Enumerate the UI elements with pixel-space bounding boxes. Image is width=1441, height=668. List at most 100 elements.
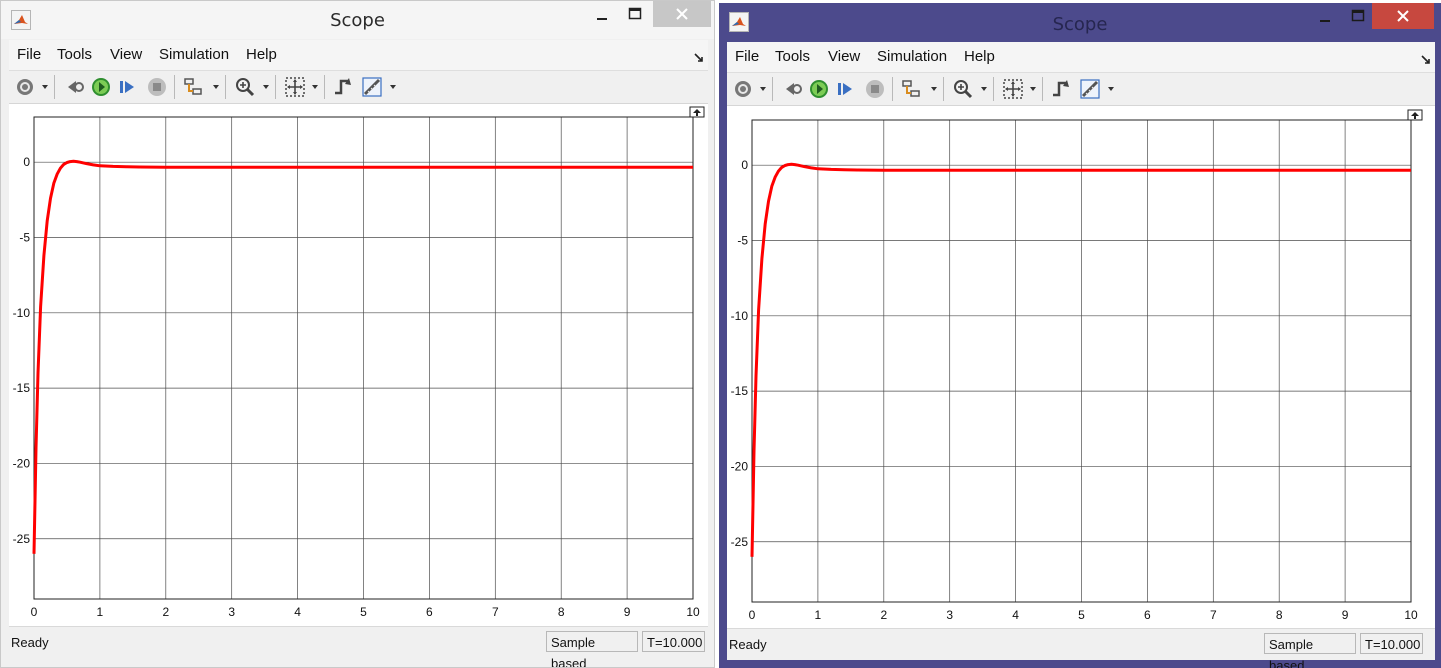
window-title: Scope (330, 10, 385, 31)
minimize-button[interactable] (580, 1, 624, 27)
highlight-block-icon[interactable] (182, 75, 206, 99)
minimize-button[interactable] (1303, 3, 1347, 29)
stop-icon[interactable] (863, 77, 887, 101)
scope-window-2: Scope File Tools View Simulation Help (719, 3, 1441, 668)
menu-simulation[interactable]: Simulation (877, 48, 948, 65)
toolbar-separator (1042, 77, 1043, 101)
matlab-logo-icon[interactable] (11, 10, 31, 30)
trigger-icon[interactable] (1049, 77, 1073, 101)
y-tick-label: -20 (731, 459, 749, 473)
scope-plot: 0 1 2 3 4 5 6 7 8 9 10 0 -5 -10 -15 -20 -25 (13, 106, 705, 619)
close-button[interactable] (1372, 3, 1434, 29)
step-back-icon[interactable] (63, 75, 87, 99)
pin-icon[interactable] (1421, 50, 1431, 69)
x-tick-label: 0 (749, 608, 756, 622)
autoscale-icon[interactable] (1001, 77, 1025, 101)
step-back-icon[interactable] (781, 77, 805, 101)
toolbar-separator (892, 77, 893, 101)
chevron-down-icon[interactable] (1108, 87, 1114, 91)
zoom-in-icon[interactable] (951, 77, 975, 101)
pin-icon[interactable] (694, 48, 704, 67)
stop-icon[interactable] (145, 75, 169, 99)
step-forward-icon[interactable] (834, 77, 858, 101)
menu-simulation[interactable]: Simulation (159, 46, 230, 63)
menu-view[interactable]: View (110, 46, 143, 63)
plot-frame (33, 116, 694, 600)
measurements-icon[interactable] (360, 75, 384, 99)
menu-view[interactable]: View (828, 48, 861, 65)
x-tick-label: 5 (1078, 608, 1085, 622)
x-tick-label: 3 (228, 605, 235, 619)
toolbar-separator (993, 77, 994, 101)
chevron-down-icon[interactable] (1030, 87, 1036, 91)
y-tick-label: -15 (13, 381, 31, 395)
chevron-down-icon[interactable] (931, 87, 937, 91)
menu-bar: File Tools View Simulation Help (9, 40, 708, 71)
scope-window-1: Scope File Tools View Simulation Help (0, 0, 715, 668)
y-tick-label: -20 (13, 456, 31, 470)
toolbar-separator (772, 77, 773, 101)
status-text: Ready (729, 637, 767, 652)
menu-tools[interactable]: Tools (775, 48, 811, 65)
chevron-down-icon[interactable] (760, 87, 766, 91)
step-forward-icon[interactable] (116, 75, 140, 99)
title-bar[interactable]: Scope (1, 1, 714, 39)
close-button[interactable] (653, 1, 711, 27)
simulation-time-field: T=10.000 (1360, 633, 1423, 654)
y-tick-label: -15 (731, 384, 749, 398)
y-tick-label: 0 (741, 158, 748, 172)
configuration-gear-icon[interactable] (731, 77, 755, 101)
chevron-down-icon[interactable] (42, 85, 48, 89)
x-tick-label: 9 (1342, 608, 1349, 622)
trigger-icon[interactable] (331, 75, 355, 99)
chevron-down-icon[interactable] (981, 87, 987, 91)
undock-icon[interactable] (689, 106, 705, 118)
x-tick-label: 2 (880, 608, 887, 622)
x-tick-label: 10 (686, 605, 700, 619)
toolbar (9, 71, 708, 104)
client-area: File Tools View Simulation Help (727, 42, 1435, 668)
run-icon[interactable] (89, 75, 113, 99)
menu-bar: File Tools View Simulation Help (727, 42, 1435, 73)
chevron-down-icon[interactable] (312, 85, 318, 89)
client-area: File Tools View Simulation Help (9, 40, 708, 667)
toolbar-separator (174, 75, 175, 99)
chevron-down-icon[interactable] (213, 85, 219, 89)
menu-file[interactable]: File (17, 46, 42, 63)
x-tick-label: 10 (1404, 608, 1418, 622)
x-tick-label: 6 (1144, 608, 1151, 622)
autoscale-icon[interactable] (283, 75, 307, 99)
x-tick-label: 8 (1276, 608, 1283, 622)
menu-help[interactable]: Help (246, 46, 277, 63)
x-tick-label: 1 (815, 608, 822, 622)
status-bar: Ready Sample based T=10.000 (727, 628, 1435, 668)
x-tick-label: 3 (946, 608, 953, 622)
menu-file[interactable]: File (735, 48, 760, 65)
x-tick-label: 0 (31, 605, 38, 619)
menu-tools[interactable]: Tools (57, 46, 93, 63)
sample-mode-field: Sample based (546, 631, 638, 667)
menu-help[interactable]: Help (964, 48, 995, 65)
y-tick-label: -10 (731, 309, 749, 323)
x-tick-label: 4 (294, 605, 301, 619)
x-tick-label: 5 (360, 605, 367, 619)
x-tick-label: 4 (1012, 608, 1019, 622)
measurements-icon[interactable] (1078, 77, 1102, 101)
configuration-gear-icon[interactable] (13, 75, 37, 99)
toolbar-separator (225, 75, 226, 99)
toolbar-separator (943, 77, 944, 101)
maximize-button[interactable] (613, 1, 657, 27)
x-tick-label: 8 (558, 605, 565, 619)
y-tick-label: 0 (23, 155, 30, 169)
zoom-in-icon[interactable] (233, 75, 257, 99)
chevron-down-icon[interactable] (263, 85, 269, 89)
title-bar[interactable]: Scope (719, 3, 1441, 41)
window-title: Scope (1052, 14, 1108, 35)
run-icon[interactable] (807, 77, 831, 101)
matlab-logo-icon[interactable] (729, 12, 749, 32)
undock-icon[interactable] (1407, 109, 1423, 121)
chevron-down-icon[interactable] (390, 85, 396, 89)
toolbar (727, 73, 1435, 106)
highlight-block-icon[interactable] (900, 77, 924, 101)
maximize-button[interactable] (1336, 3, 1380, 29)
